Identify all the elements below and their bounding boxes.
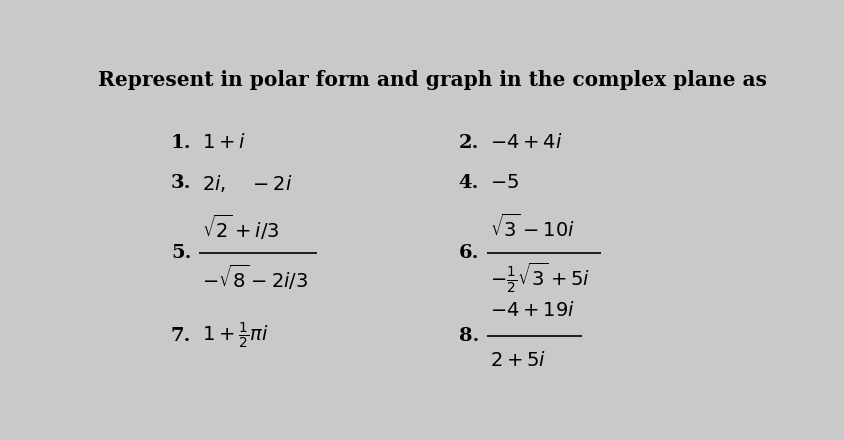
Text: $2i,\quad -2i$: $2i,\quad -2i$ [203, 173, 293, 194]
Text: $1 + \frac{1}{2}\pi i$: $1 + \frac{1}{2}\pi i$ [203, 321, 269, 351]
Text: 6.: 6. [459, 244, 479, 262]
Text: 3.: 3. [171, 174, 192, 192]
Text: $\sqrt{2} + i/3$: $\sqrt{2} + i/3$ [203, 213, 280, 242]
Text: 4.: 4. [459, 174, 479, 192]
Text: $1 + i$: $1 + i$ [203, 133, 246, 152]
Text: 7.: 7. [171, 326, 192, 345]
Text: Represent in polar form and graph in the complex plane as: Represent in polar form and graph in the… [98, 70, 767, 90]
Text: 8.: 8. [459, 326, 479, 345]
Text: $\sqrt{3} - 10i$: $\sqrt{3} - 10i$ [490, 214, 575, 241]
Text: $-4 + 4i$: $-4 + 4i$ [490, 133, 563, 152]
Text: $-\sqrt{8} - 2i/3$: $-\sqrt{8} - 2i/3$ [203, 263, 309, 292]
Text: 5.: 5. [171, 244, 192, 262]
Text: 2.: 2. [459, 134, 479, 152]
Text: $-\frac{1}{2}\sqrt{3} + 5i$: $-\frac{1}{2}\sqrt{3} + 5i$ [490, 260, 590, 294]
Text: $-5$: $-5$ [490, 174, 519, 192]
Text: $2 + 5i$: $2 + 5i$ [490, 351, 546, 370]
Text: 1.: 1. [171, 134, 192, 152]
Text: $-4 + 19i$: $-4 + 19i$ [490, 301, 575, 320]
